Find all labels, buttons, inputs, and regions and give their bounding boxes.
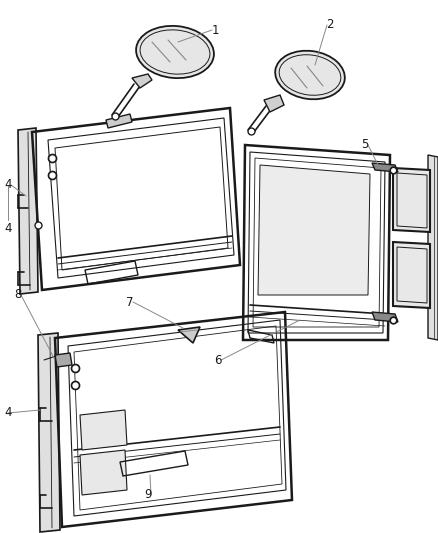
- Text: 7: 7: [126, 295, 134, 309]
- Polygon shape: [38, 333, 60, 532]
- Polygon shape: [18, 128, 38, 294]
- Text: 8: 8: [14, 288, 22, 302]
- Polygon shape: [372, 312, 398, 322]
- Polygon shape: [80, 450, 127, 495]
- Ellipse shape: [275, 51, 345, 99]
- Text: 9: 9: [144, 489, 152, 502]
- Polygon shape: [178, 327, 200, 343]
- Polygon shape: [258, 165, 370, 295]
- Polygon shape: [393, 168, 430, 232]
- Text: 6: 6: [214, 353, 222, 367]
- Polygon shape: [80, 410, 127, 450]
- Ellipse shape: [136, 26, 214, 78]
- Polygon shape: [372, 163, 398, 172]
- Text: 4: 4: [4, 222, 12, 235]
- Text: 1: 1: [211, 23, 219, 36]
- Text: 5: 5: [361, 139, 369, 151]
- Polygon shape: [106, 114, 132, 128]
- Polygon shape: [132, 74, 152, 88]
- Text: 4: 4: [4, 407, 12, 419]
- Text: 2: 2: [326, 19, 334, 31]
- Polygon shape: [55, 353, 72, 367]
- Text: 4: 4: [4, 179, 12, 191]
- Polygon shape: [264, 95, 284, 112]
- Polygon shape: [393, 242, 430, 308]
- Polygon shape: [428, 155, 438, 340]
